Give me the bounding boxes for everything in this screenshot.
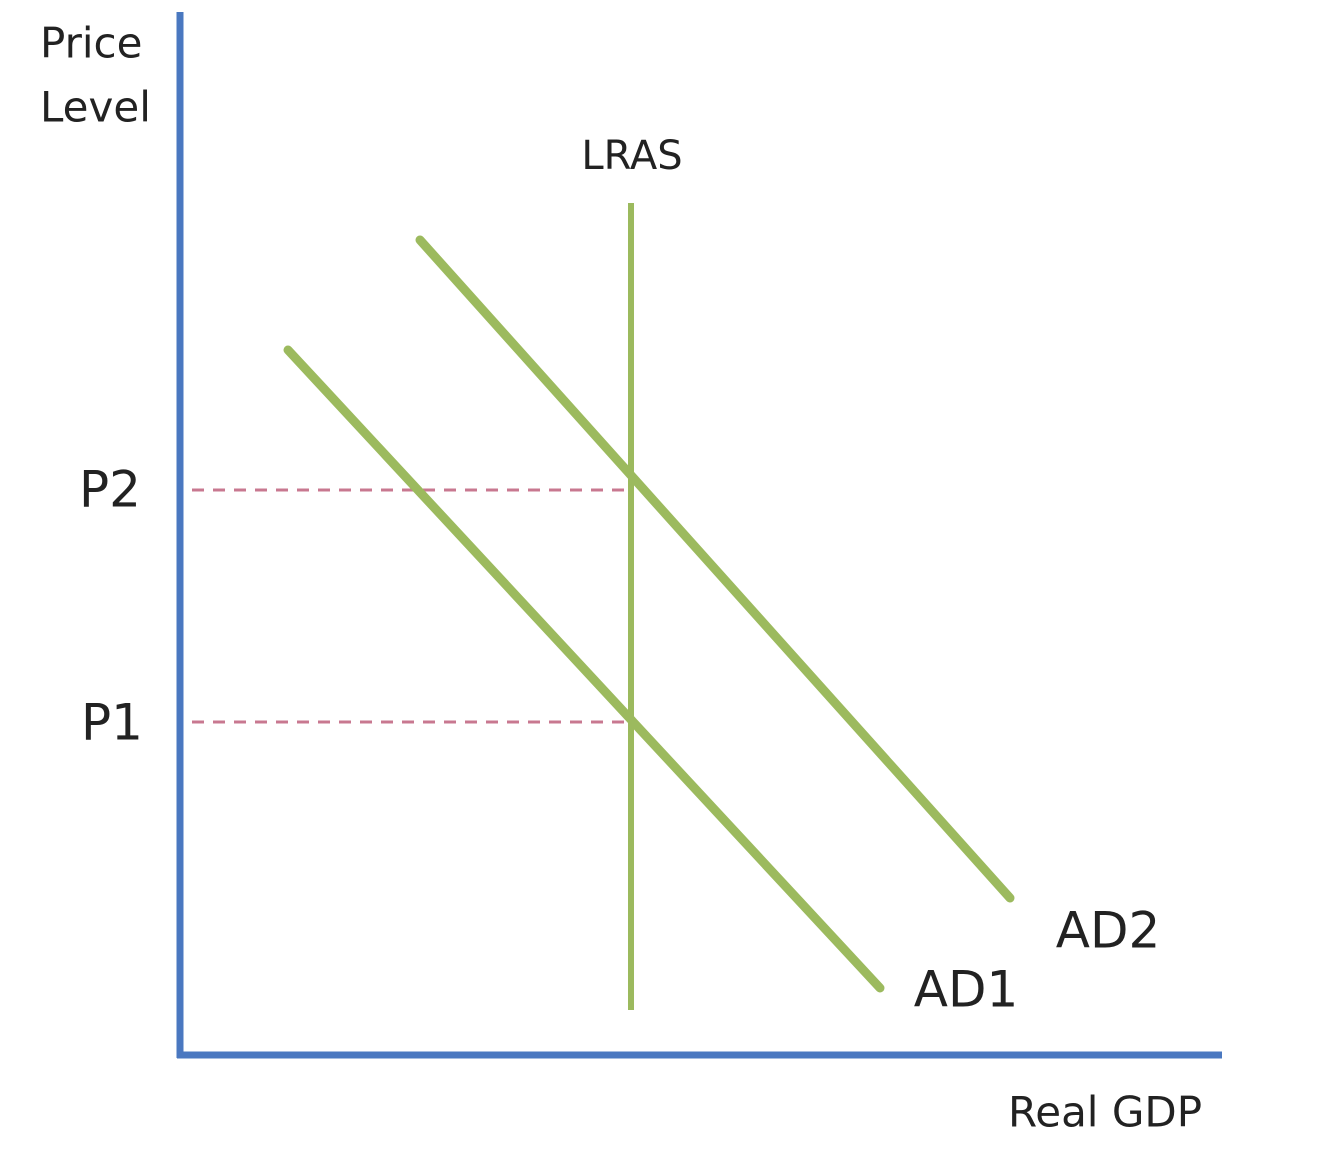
y-axis-label: Price <box>40 19 142 68</box>
x-axis-label: Real GDP <box>1008 1088 1202 1137</box>
y-axis-label: Level <box>40 83 151 132</box>
ad2-label: AD2 <box>1056 902 1161 960</box>
ad2-line <box>415 235 1015 903</box>
ad1-line <box>283 345 885 993</box>
price-label: P1 <box>81 694 143 752</box>
price-label: P2 <box>79 461 141 519</box>
ad1-label: AD1 <box>914 961 1019 1019</box>
lras-label: LRAS <box>581 133 682 179</box>
